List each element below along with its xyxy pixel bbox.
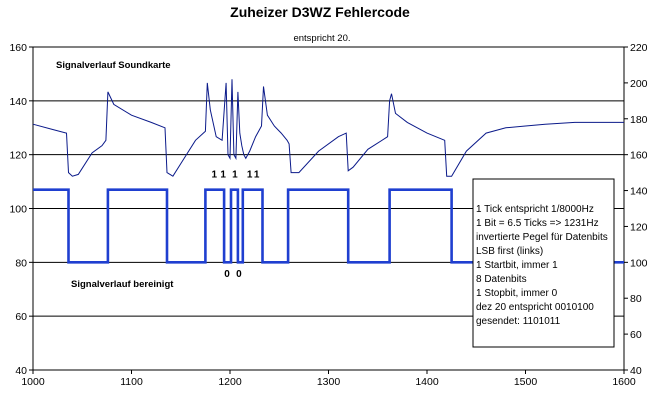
axes: 4060801001201401604060801001201401601802… [9,42,647,388]
y-right-tick-label: 100 [630,257,648,269]
label-raw-signal: Signalverlauf Soundkarte [56,60,171,71]
chart-title: Zuheizer D3WZ Fehlercode [230,4,410,20]
x-tick-label: 1000 [21,376,45,388]
y-left-tick-label: 140 [9,96,27,108]
bit-label: 1 [211,170,217,181]
y-left-tick-label: 120 [9,150,27,162]
x-tick-label: 1100 [120,376,143,388]
note-line: 8 Datenbits [476,274,527,285]
note-line: gesendet: 1101011 [476,316,561,327]
note-line: 1 Startbit, immer 1 [476,260,558,271]
chart-subtitle: entspricht 20. [293,33,350,44]
y-left-tick-label: 160 [9,42,27,54]
note-line: 1 Bit = 6.5 Ticks => 1231Hz [476,218,599,229]
bit-label: 0 [236,269,242,280]
y-right-tick-label: 60 [630,329,642,341]
label-clean-signal: Signalverlauf bereinigt [71,279,174,290]
y-right-tick-label: 220 [630,42,648,54]
annotations: Signalverlauf Soundkarte Signalverlauf be… [56,60,615,348]
y-left-tick-label: 60 [15,311,27,323]
y-left-tick-label: 40 [15,365,27,377]
series-line-clean [33,188,624,264]
y-right-tick-label: 40 [630,365,642,377]
series-group [32,79,624,264]
bit-label: 1 [232,170,238,181]
x-tick-label: 1400 [415,376,439,388]
notes-box [472,178,615,348]
bit-label: 1 [254,170,260,181]
x-tick-label: 1500 [514,376,538,388]
y-right-tick-label: 160 [630,150,648,162]
series-line-raw [32,79,624,177]
y-left-tick-label: 100 [9,204,27,216]
note-line: 1 Stopbit, immer 0 [476,288,558,299]
bit-label: 0 [224,269,230,280]
note-line: LSB first (links) [476,246,543,257]
x-tick-label: 1600 [612,376,636,388]
y-right-tick-label: 200 [630,78,648,90]
y-right-tick-label: 120 [630,221,648,233]
note-line: invertierte Pegel für Datenbits [476,232,608,243]
note-line: dez 20 entspricht 0010100 [476,302,594,313]
note-line: 1 Tick entspricht 1/8000Hz [476,204,594,215]
bit-label: 1 [247,170,253,181]
y-right-tick-label: 140 [630,186,648,198]
y-right-tick-label: 180 [630,114,648,126]
y-right-tick-label: 80 [630,293,642,305]
x-tick-label: 1200 [218,376,242,388]
x-tick-label: 1300 [317,376,341,388]
bit-label: 1 [220,170,226,181]
y-left-tick-label: 80 [15,257,27,269]
